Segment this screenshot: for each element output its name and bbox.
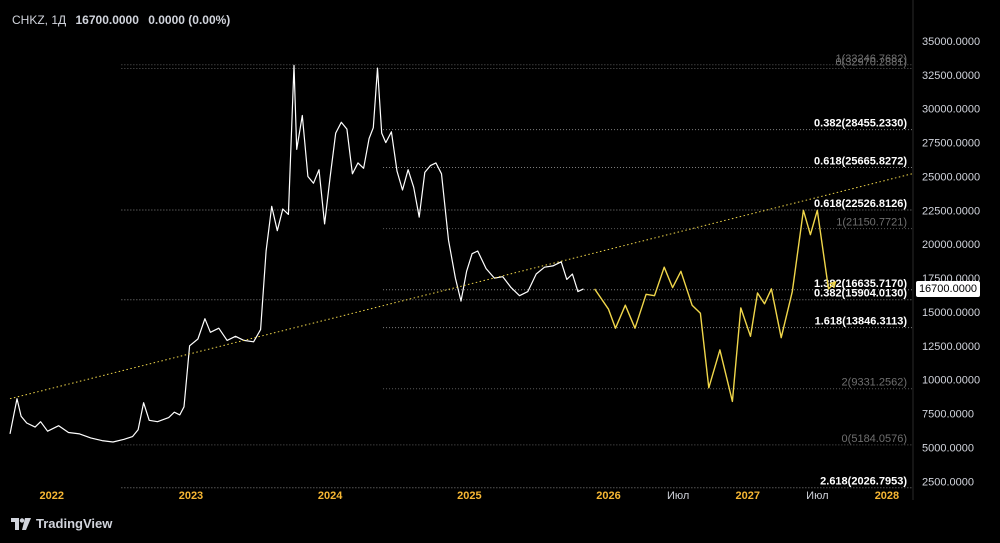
price-tick-label: 25000.0000 <box>922 171 980 183</box>
time-tick-label: 2023 <box>179 490 203 502</box>
time-tick-label: 2025 <box>457 490 481 502</box>
price-tick-label: 7500.0000 <box>922 409 974 421</box>
last-value: 16700.0000 <box>75 13 139 27</box>
symbol-name[interactable]: CHKZ <box>12 13 45 27</box>
fib-level-label: 2.618(2026.7953) <box>820 476 907 488</box>
projection-arrowhead <box>829 281 837 289</box>
fib-level-label: 1(33246.7682) <box>835 53 907 65</box>
fib-level-label: 2(9331.2562) <box>842 377 907 389</box>
fib-level-label: 1.618(13846.3113) <box>815 316 908 328</box>
fib-level-label: 0(5184.0576) <box>842 433 907 445</box>
timeframe[interactable]: 1Д <box>51 13 67 27</box>
time-tick-label: 2024 <box>318 490 343 502</box>
fib-level-label: 0.382(15904.0130) <box>814 288 907 300</box>
footer <box>0 502 1000 543</box>
price-tick-label: 35000.0000 <box>922 36 980 48</box>
price-tick-label: 22500.0000 <box>922 205 980 217</box>
current-price-label: 16700.0000 <box>916 280 980 297</box>
symbol-header: CHKZ, 1Д 16700.0000 0.0000 (0.00%) <box>12 13 231 27</box>
price-tick-label: 15000.0000 <box>922 307 980 319</box>
fib-level-label: 0.618(22526.8126) <box>814 198 907 210</box>
projection-line <box>594 209 836 403</box>
price-tick-label: 10000.0000 <box>922 375 980 387</box>
fib-level-label: 0.618(25665.8272) <box>814 155 907 167</box>
tradingview-logo[interactable]: TradingView <box>11 516 112 531</box>
fib-level-label: 1(21150.7721) <box>836 217 907 229</box>
price-tick-label: 27500.0000 <box>922 138 980 150</box>
time-tick-label: Июл <box>806 490 828 502</box>
series-lines <box>9 64 913 443</box>
time-tick-label: 2027 <box>736 490 760 502</box>
fibonacci-levels: 1(33246.7682)0(32970.2881) 0.382(28455.23… <box>121 53 912 489</box>
fib-level-label: 0(32970.2881) <box>835 56 907 68</box>
price-tick-label: 12500.0000 <box>922 341 980 353</box>
price-tick-label: 20000.0000 <box>922 239 980 251</box>
price-tick-label: 5000.0000 <box>922 442 974 454</box>
tradingview-logo-icon <box>11 517 31 530</box>
time-tick-label: Июл <box>667 490 689 502</box>
tradingview-logo-text: TradingView <box>36 516 113 531</box>
fib-level-label: 0.382(28455.2330) <box>814 118 907 130</box>
time-tick-label: 2028 <box>875 490 899 502</box>
price-tick-label: 30000.0000 <box>922 104 980 116</box>
change-value: 0.0000 (0.00%) <box>148 13 231 27</box>
time-axis: 2022 2023 2024 2025 2026 Июл 2027 Июл 2028 <box>40 490 900 502</box>
fib-level-label: 1.382(16635.7170) <box>814 278 907 290</box>
price-line <box>9 64 584 443</box>
price-axis: 35000.0000 32500.0000 30000.0000 27500.0000… <box>912 0 980 500</box>
trendline <box>9 173 913 400</box>
price-tick-label: 32500.0000 <box>922 70 980 82</box>
time-tick-label: 2026 <box>596 490 620 502</box>
time-tick-label: 2022 <box>40 490 64 502</box>
price-tick-label: 2500.0000 <box>922 476 974 488</box>
